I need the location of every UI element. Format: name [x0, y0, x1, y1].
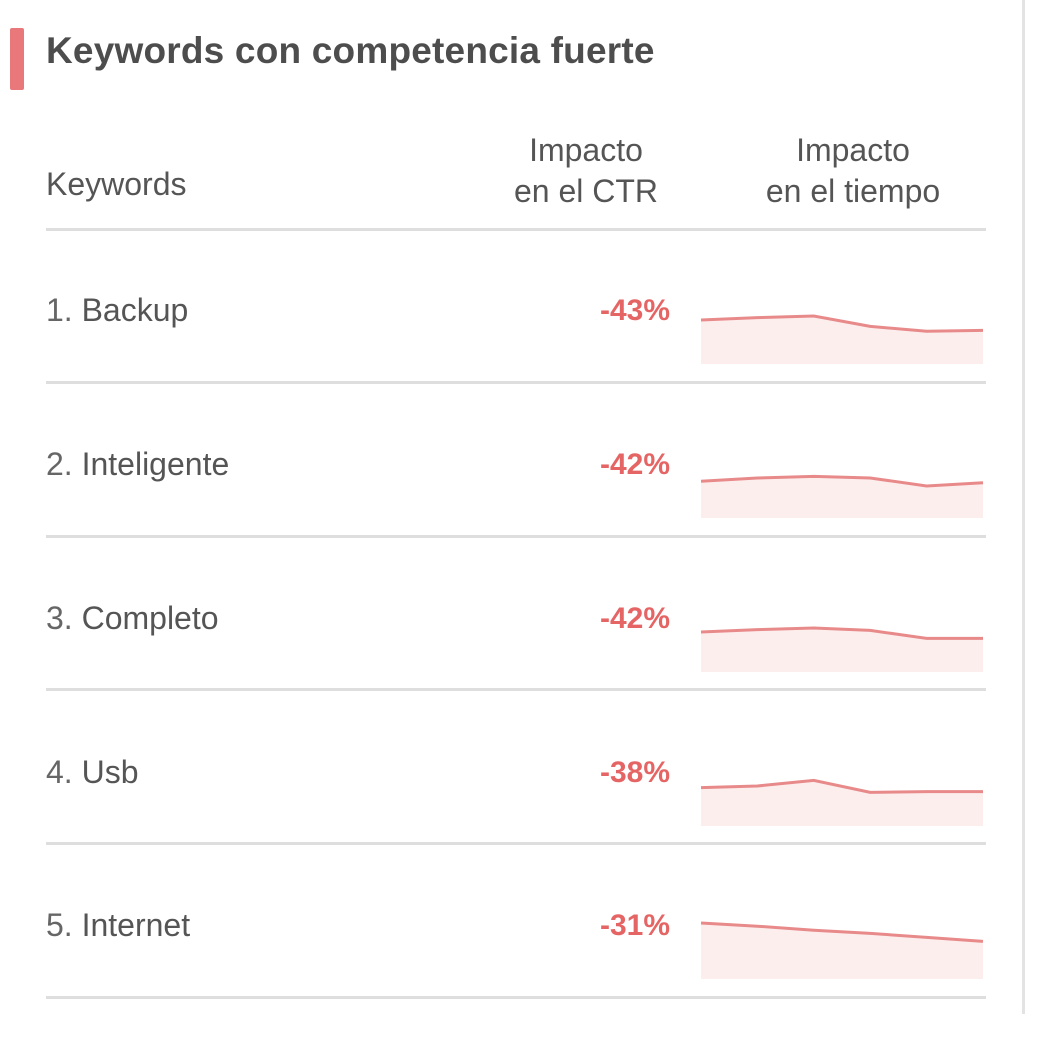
table-row[interactable]: 5. Internet -31% [0, 897, 1000, 1047]
column-header-ctr-line1: Impacto [529, 132, 643, 168]
keyword-rank: 4. [46, 754, 73, 790]
time-impact-sparkline [700, 474, 984, 518]
ctr-impact-value: -42% [599, 448, 670, 481]
keyword-cell: 4. Usb [46, 754, 138, 791]
column-header-time-line2: en el tiempo [765, 173, 941, 209]
row-divider [46, 842, 986, 845]
keyword-label: Completo [81, 600, 219, 636]
column-header-time-impact: Impacto en el tiempo [718, 130, 988, 212]
ctr-impact-value: -38% [599, 756, 670, 789]
title-accent-bar [10, 28, 24, 90]
ctr-impact-value: -42% [599, 602, 670, 635]
keyword-cell: 1. Backup [46, 292, 188, 329]
row-divider [46, 381, 986, 384]
sparkline-line [700, 474, 984, 488]
time-impact-sparkline [700, 921, 984, 979]
panel-title: Keywords con competencia fuerte [46, 30, 655, 71]
keyword-label: Inteligente [81, 446, 230, 482]
table-row[interactable]: 2. Inteligente -42% [0, 436, 1000, 586]
time-impact-sparkline [700, 314, 984, 364]
time-impact-sparkline [700, 626, 983, 672]
sparkline-line [700, 314, 984, 333]
row-divider [46, 688, 986, 691]
sparkline-line [700, 626, 983, 640]
table-row[interactable]: 3. Completo -42% [0, 590, 1000, 740]
header-divider [46, 228, 986, 231]
keyword-rank: 5. [46, 907, 73, 943]
column-header-ctr-line2: en el CTR [513, 173, 659, 209]
keyword-rank: 1. [46, 292, 73, 328]
keyword-label: Internet [81, 907, 191, 943]
ctr-impact-value: -43% [599, 294, 670, 327]
sparkline-line [700, 921, 984, 943]
time-impact-sparkline [700, 778, 983, 826]
column-header-keywords: Keywords [46, 166, 187, 202]
column-header-time-line1: Impacto [796, 132, 910, 168]
keyword-rank: 3. [46, 600, 73, 636]
ctr-impact-value: -31% [599, 909, 670, 942]
row-divider [46, 535, 986, 538]
row-divider [46, 996, 986, 999]
sparkline-line [700, 778, 983, 794]
column-header-ctr-impact: Impacto en el CTR [486, 130, 686, 212]
keyword-cell: 3. Completo [46, 600, 219, 637]
keyword-cell: 2. Inteligente [46, 446, 229, 483]
sparkline-area [701, 316, 983, 364]
keyword-label: Backup [81, 292, 189, 328]
keyword-rank: 2. [46, 446, 73, 482]
keyword-label: Usb [81, 754, 139, 790]
panel-right-border [1022, 0, 1025, 1014]
table-row[interactable]: 4. Usb -38% [0, 744, 1000, 894]
keyword-cell: 5. Internet [46, 907, 190, 944]
sparkline-area [701, 628, 983, 672]
sparkline-area [701, 476, 983, 518]
table-row[interactable]: 1. Backup -43% [0, 282, 1000, 432]
